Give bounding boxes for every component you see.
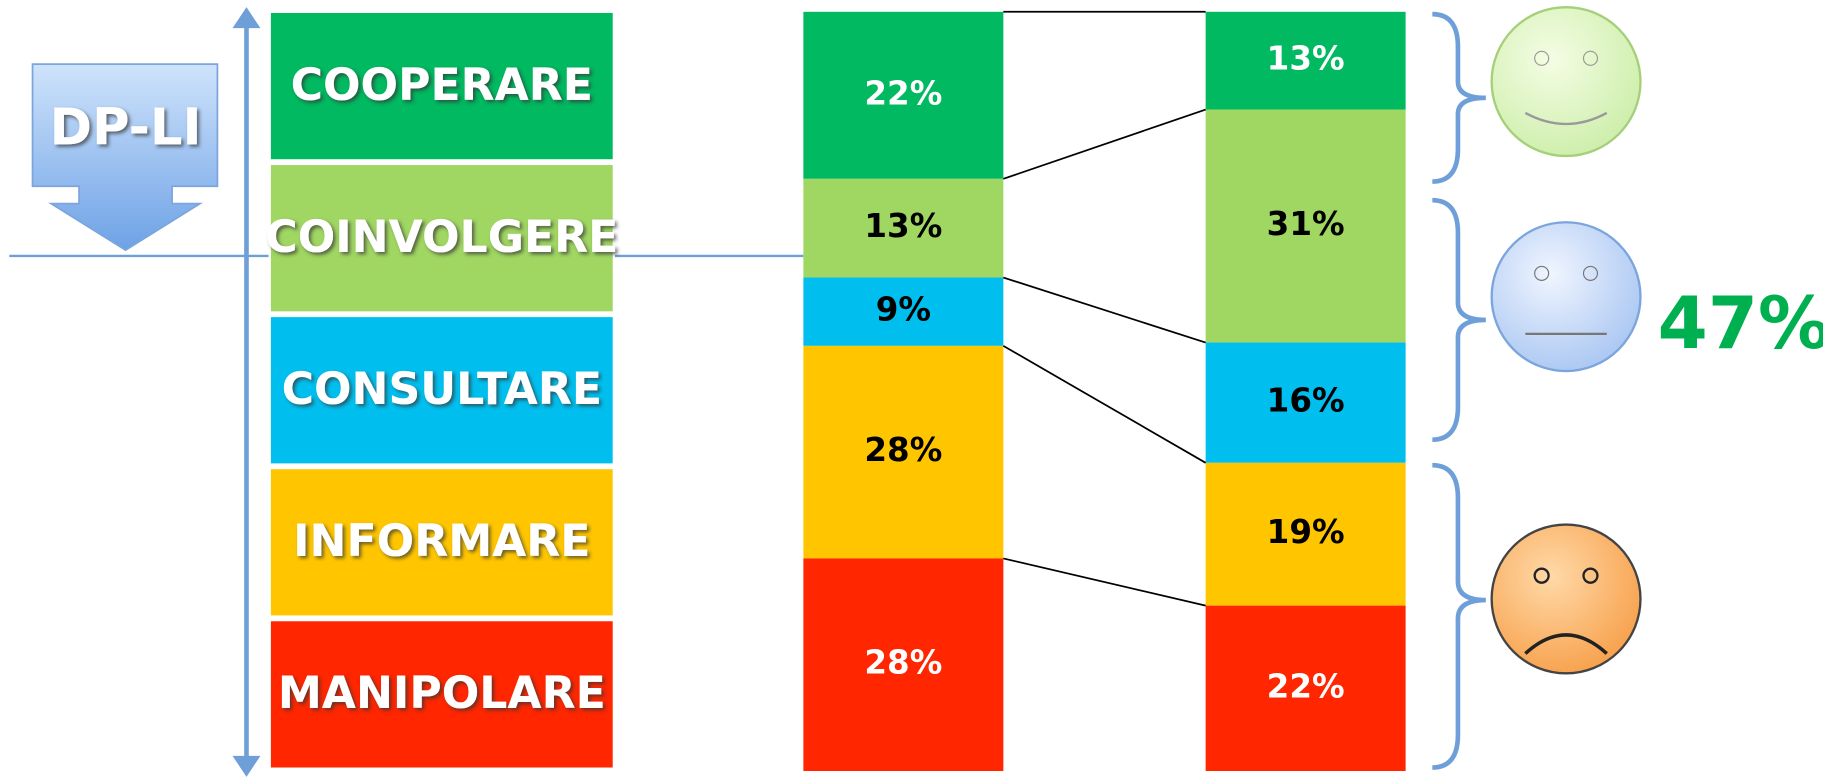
connector [1002,345,1207,464]
decor [9,5,1642,777]
smiley-neutral [1490,221,1642,373]
annotation: 47% [1658,281,1823,365]
brace [1432,11,1486,184]
data-label: 28% [864,431,942,469]
bar-segment [1205,462,1406,606]
data-label: 31% [1267,205,1345,243]
bar-segment [803,558,1004,772]
data-label: 9% [876,291,931,329]
bar-segment [803,277,1004,346]
data-label: 19% [1267,513,1345,551]
data-label: 13% [864,207,942,245]
level-box [268,466,616,618]
dp-arrow [31,63,219,252]
brace [1432,462,1486,770]
level-box [268,162,616,314]
level-box [268,314,616,466]
data-label: 28% [864,644,942,682]
data-label: 16% [1267,382,1345,420]
connector [1003,557,1206,607]
brace [1432,197,1486,442]
bar-segment [1205,109,1406,343]
bar-segment [803,345,1004,559]
bar-segment [803,11,1004,179]
level-box [268,618,616,770]
bar-segment [803,178,1004,278]
connector [1003,276,1206,344]
bar-segment [1205,342,1406,463]
bar-segment [1205,605,1406,772]
level-box [268,10,616,162]
bar-segment [1205,11,1406,110]
level-label: COOPERARE [291,60,593,111]
level-label: COINVOLGERE [265,212,618,263]
data-label: 13% [1267,40,1345,78]
level-label: INFORMARE [293,516,590,567]
dp-label: DP-LI [50,98,202,157]
level-label: MANIPOLARE [278,668,606,719]
data-label: 22% [864,74,942,112]
level-label: CONSULTARE [282,364,602,415]
smiley-happy [1490,5,1642,158]
data-label: 22% [1267,667,1345,705]
smiley-sad [1490,523,1642,675]
connector [1003,108,1206,180]
